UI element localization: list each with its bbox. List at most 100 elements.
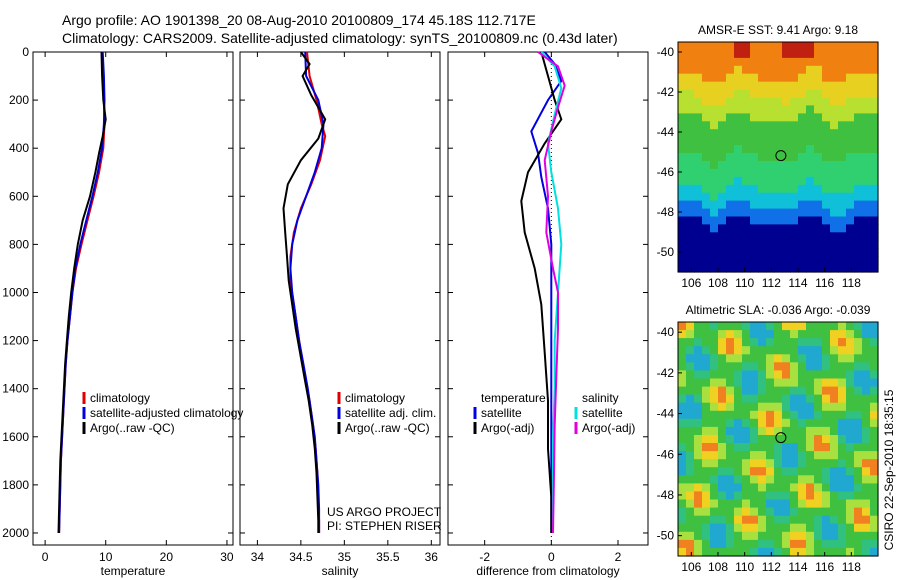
map-cell: [846, 531, 855, 541]
map-cell: [678, 224, 687, 233]
map-cell: [758, 475, 767, 484]
map-cell: [862, 386, 871, 396]
map-cell: [718, 113, 727, 122]
map-cell: [758, 200, 767, 210]
map-cell: [814, 338, 823, 347]
map-cell: [846, 386, 855, 396]
map-cell: [766, 394, 775, 404]
map-cell: [790, 491, 799, 501]
map-cell: [726, 346, 735, 355]
map-cell: [830, 346, 839, 355]
map-cell: [846, 370, 855, 380]
map-cell: [766, 523, 775, 533]
map-cell: [710, 49, 719, 59]
map-cell: [790, 153, 799, 162]
map-cell: [774, 330, 783, 339]
map-cell: [798, 402, 807, 412]
map-cell: [854, 354, 863, 363]
map-cell: [686, 81, 695, 91]
map-cell: [742, 208, 751, 218]
map-cell: [838, 459, 847, 468]
map-cell: [862, 475, 871, 484]
map-cell: [758, 240, 767, 249]
map-cell: [742, 330, 751, 339]
map-cell: [686, 459, 695, 468]
map-cell: [862, 73, 871, 83]
x-tick-label: 2: [615, 550, 622, 564]
map-cell: [734, 338, 743, 347]
map-cell: [726, 65, 735, 75]
map-cell: [726, 200, 735, 210]
map-cell: [742, 184, 751, 194]
map-cell: [798, 65, 807, 75]
map-cell: [854, 547, 863, 557]
map-cell: [718, 338, 727, 347]
map-cell: [830, 73, 839, 83]
map-cell: [846, 153, 855, 162]
map-cell: [782, 435, 791, 444]
map-cell: [766, 129, 775, 138]
map-cell: [678, 523, 687, 533]
map-cell: [830, 410, 839, 420]
map-cell: [830, 443, 839, 452]
map-cell: [678, 168, 687, 178]
map-cell: [790, 200, 799, 210]
map-cell: [846, 378, 855, 388]
map-cell: [678, 248, 687, 257]
map-cell: [766, 81, 775, 91]
map-y-tick-label: -44: [657, 125, 675, 139]
map-cell: [822, 410, 831, 420]
map-cell: [750, 402, 759, 412]
map-cell: [694, 459, 703, 468]
map-cell: [830, 176, 839, 186]
map-cell: [702, 418, 711, 428]
map-cell: [830, 386, 839, 396]
map-cell: [798, 89, 807, 99]
map-cell: [854, 184, 863, 194]
map-cell: [702, 539, 711, 549]
map-cell: [830, 531, 839, 541]
map-cell: [806, 515, 815, 525]
map-cell: [694, 42, 703, 51]
map-cell: [702, 208, 711, 218]
map-cell: [702, 137, 711, 146]
map-cell: [702, 515, 711, 525]
legend-label: Argo(-adj): [481, 421, 534, 435]
map-cell: [678, 81, 687, 91]
map-cell: [774, 483, 783, 493]
map-cell: [774, 507, 783, 517]
map-cell: [750, 153, 759, 162]
map-cell: [758, 467, 767, 476]
map-cell: [790, 322, 799, 331]
y-tick-label: 1000: [2, 285, 29, 299]
map-cell: [862, 338, 871, 347]
map-cell: [782, 354, 791, 363]
map-cell: [758, 418, 767, 428]
map-cell: [838, 531, 847, 541]
map-cell: [686, 192, 695, 202]
map-cell: [734, 386, 743, 396]
map-cell: [710, 240, 719, 249]
map-cell: [694, 137, 703, 146]
map-cell: [766, 435, 775, 444]
map-cell: [726, 216, 735, 225]
map-cell: [830, 145, 839, 154]
map-cell: [830, 475, 839, 484]
figure-title-line2: Climatology: CARS2009. Satellite-adjuste…: [62, 30, 618, 46]
map-cell: [846, 145, 855, 154]
map-cell: [782, 467, 791, 476]
map-cell: [814, 121, 823, 130]
map-cell: [734, 515, 743, 525]
map-cell: [798, 256, 807, 265]
map-cell: [782, 451, 791, 460]
x-axis-label: difference from climatology: [476, 564, 619, 578]
map-cell: [734, 322, 743, 331]
map-cell: [838, 129, 847, 138]
map-cell: [838, 49, 847, 59]
map-cell: [678, 354, 687, 363]
map-cell: [742, 97, 751, 106]
map-cell: [758, 137, 767, 146]
map-cell: [774, 523, 783, 533]
map-cell: [838, 248, 847, 257]
map-y-tick-label: -50: [657, 245, 675, 259]
